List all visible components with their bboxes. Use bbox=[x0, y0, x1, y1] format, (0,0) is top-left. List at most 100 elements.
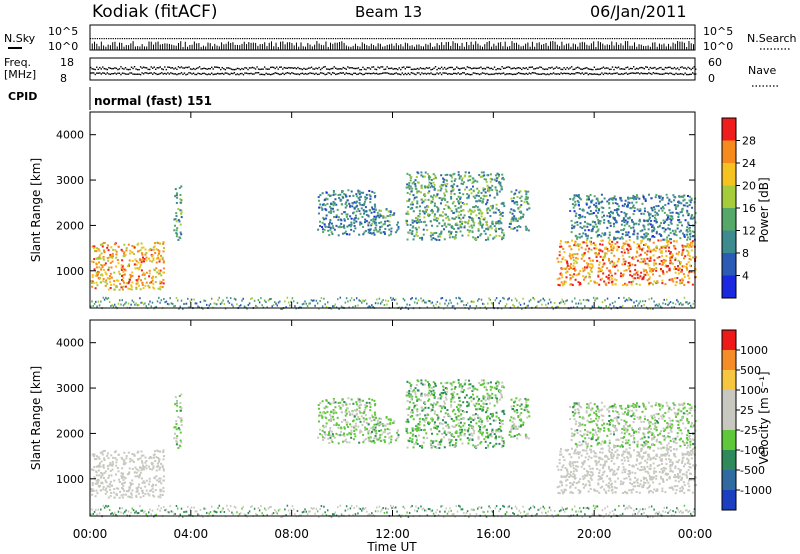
power-cell bbox=[649, 249, 652, 252]
colorbar-tick-label: 12 bbox=[742, 225, 756, 238]
power-cell bbox=[145, 281, 148, 284]
power-cell bbox=[119, 282, 122, 285]
power-cell bbox=[678, 196, 681, 199]
power-clutter-cell bbox=[519, 303, 522, 306]
power-cell bbox=[373, 220, 376, 223]
power-cell bbox=[687, 261, 690, 264]
power-cell bbox=[586, 225, 589, 228]
power-clutter-cell bbox=[505, 303, 508, 306]
power-cell bbox=[453, 217, 456, 220]
noise-search-point bbox=[491, 38, 493, 40]
frequency-point bbox=[451, 73, 453, 75]
frequency-point bbox=[389, 73, 391, 75]
power-cell bbox=[636, 270, 639, 273]
noise-search-point bbox=[128, 38, 130, 40]
noise-search-point bbox=[257, 38, 260, 40]
power-cell bbox=[520, 210, 523, 213]
power-cell bbox=[175, 232, 178, 235]
frequency-point bbox=[617, 73, 620, 75]
power-cell bbox=[620, 272, 623, 275]
power-cell bbox=[419, 205, 422, 208]
power-cell bbox=[669, 237, 672, 240]
power-cell bbox=[135, 260, 138, 263]
power-cell bbox=[157, 249, 160, 252]
power-cell bbox=[688, 281, 691, 284]
power-clutter-cell bbox=[591, 305, 594, 308]
nave-point bbox=[94, 68, 96, 71]
noise-search-point bbox=[459, 38, 462, 40]
power-cell bbox=[691, 230, 694, 233]
noise-search-point bbox=[112, 38, 114, 40]
power-cell bbox=[645, 219, 648, 222]
power-cell bbox=[596, 259, 599, 262]
power-clutter-cell bbox=[669, 301, 672, 304]
power-cell bbox=[343, 219, 346, 222]
nave-point bbox=[371, 66, 373, 68]
power-clutter-cell bbox=[354, 305, 357, 308]
power-clutter-cell bbox=[188, 306, 190, 309]
power-cell bbox=[122, 267, 125, 270]
power-clutter-cell bbox=[553, 302, 556, 305]
velocity-cell bbox=[175, 420, 178, 423]
power-cell bbox=[629, 207, 632, 210]
power-cell bbox=[581, 267, 584, 270]
power-cell bbox=[657, 239, 660, 242]
frequency-point bbox=[695, 73, 697, 75]
velocity-cell bbox=[103, 472, 106, 475]
power-cell bbox=[433, 204, 436, 207]
power-cell bbox=[410, 190, 413, 193]
power-cell bbox=[660, 207, 663, 210]
power-clutter-cell bbox=[387, 299, 389, 302]
power-cell bbox=[425, 208, 428, 211]
power-clutter-cell bbox=[484, 306, 487, 309]
frequency-point bbox=[262, 73, 264, 76]
power-cell bbox=[96, 273, 99, 276]
frequency-point bbox=[483, 72, 485, 75]
power-cell bbox=[432, 177, 435, 180]
power-cell bbox=[455, 210, 458, 213]
velocity-cell bbox=[122, 463, 125, 466]
power-clutter-cell bbox=[228, 302, 231, 305]
noise-search-point bbox=[675, 38, 677, 40]
power-cell bbox=[631, 201, 634, 204]
noise-search-point bbox=[312, 38, 314, 40]
power-cell bbox=[597, 218, 600, 221]
power-cell bbox=[375, 221, 378, 224]
power-cell bbox=[396, 221, 399, 224]
power-clutter-cell bbox=[321, 305, 324, 308]
power-cell bbox=[616, 241, 619, 244]
nave-point bbox=[102, 66, 104, 68]
power-cell bbox=[687, 281, 690, 284]
nave-point bbox=[616, 67, 618, 69]
nave-label: Nave bbox=[748, 64, 776, 77]
noise-search-point bbox=[548, 38, 550, 40]
power-cell bbox=[378, 216, 381, 219]
nave-point bbox=[306, 68, 308, 70]
power-cell bbox=[151, 279, 154, 282]
power-cell bbox=[123, 251, 126, 254]
power-cell bbox=[631, 197, 634, 200]
noise-search-point bbox=[359, 38, 362, 40]
power-cell bbox=[608, 202, 611, 205]
power-cell bbox=[611, 283, 614, 286]
power-cell bbox=[585, 241, 588, 244]
power-cell bbox=[442, 181, 445, 184]
frequency-point bbox=[212, 73, 214, 76]
power-cell bbox=[526, 202, 529, 205]
frequency-point bbox=[324, 73, 326, 76]
nave-point bbox=[607, 67, 609, 69]
velocity-cell bbox=[329, 436, 332, 439]
power-cell bbox=[176, 233, 179, 236]
nave-point bbox=[536, 67, 538, 69]
power-cell bbox=[337, 234, 340, 237]
power-cell bbox=[583, 253, 586, 256]
power-cell bbox=[570, 231, 573, 234]
nave-point bbox=[338, 68, 340, 70]
power-cell bbox=[652, 273, 655, 276]
power-cell bbox=[602, 214, 605, 217]
power-cell bbox=[443, 222, 446, 225]
power-cell bbox=[683, 233, 686, 236]
noise-search-point bbox=[389, 38, 391, 40]
power-cell bbox=[162, 278, 165, 281]
nave-point bbox=[416, 67, 419, 70]
